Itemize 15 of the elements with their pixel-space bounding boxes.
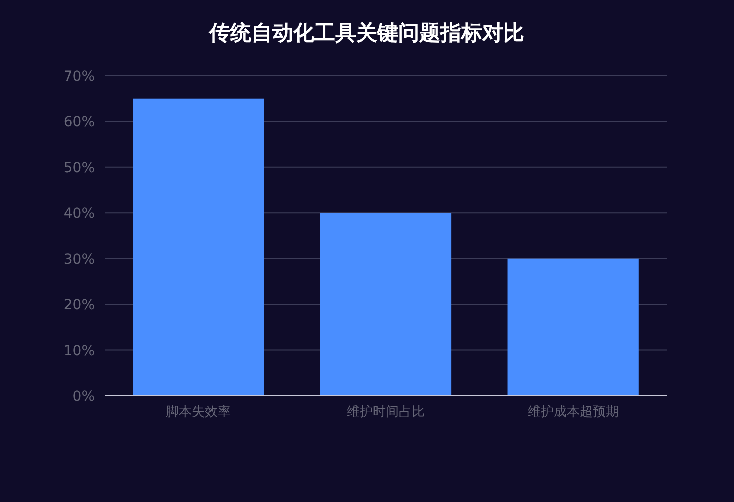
y-tick-label: 20% (64, 298, 95, 314)
bar (133, 98, 264, 396)
bar (508, 258, 639, 396)
bar (320, 213, 452, 396)
y-tick-label: 40% (64, 206, 95, 222)
y-tick-label: 60% (64, 114, 95, 131)
x-tick-label: 维护成本超预期 (528, 405, 619, 420)
y-tick-label: 50% (64, 160, 95, 176)
x-tick-label: 脚本失效率 (166, 404, 232, 420)
y-tick-label: 30% (64, 252, 95, 268)
y-tick-label: 10% (64, 343, 95, 360)
y-tick-label: 70% (64, 69, 95, 85)
y-tick-label: 0% (72, 389, 95, 405)
x-tick-label: 维护时间占比 (347, 405, 425, 420)
chart-title: 传统自动化工具关键问题指标对比 (208, 21, 524, 45)
